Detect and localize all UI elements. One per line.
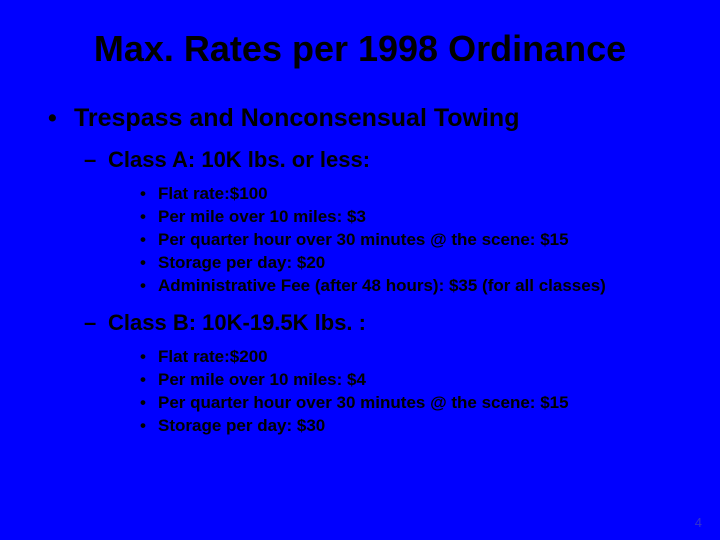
bullet-icon: •	[140, 229, 158, 252]
item-text: Per mile over 10 miles: $4	[158, 369, 366, 392]
item-text: Flat rate:$200	[158, 346, 268, 369]
list-item: • Storage per day: $30	[140, 415, 672, 438]
class-a-label: Class A: 10K lbs. or less:	[108, 147, 370, 173]
item-text: Flat rate:$100	[158, 183, 268, 206]
bullet-icon: •	[140, 369, 158, 392]
section-heading: Trespass and Nonconsensual Towing	[74, 104, 519, 133]
item-text: Per quarter hour over 30 minutes @ the s…	[158, 229, 569, 252]
item-text: Per mile over 10 miles: $3	[158, 206, 366, 229]
bullet-icon: •	[140, 183, 158, 206]
page-number: 4	[695, 515, 702, 530]
bullet-icon: •	[140, 252, 158, 275]
item-text: Administrative Fee (after 48 hours): $35…	[158, 275, 606, 298]
dash-icon: –	[84, 147, 108, 173]
list-item: • Per quarter hour over 30 minutes @ the…	[140, 392, 672, 415]
list-item: • Flat rate:$200	[140, 346, 672, 369]
bullet-icon: •	[140, 275, 158, 298]
class-a-heading-row: – Class A: 10K lbs. or less:	[84, 147, 672, 173]
section-heading-row: • Trespass and Nonconsensual Towing	[48, 104, 672, 133]
dash-icon: –	[84, 310, 108, 336]
slide: Max. Rates per 1998 Ordinance • Trespass…	[0, 0, 720, 540]
bullet-icon: •	[140, 346, 158, 369]
bullet-icon: •	[140, 206, 158, 229]
class-b-items: • Flat rate:$200 • Per mile over 10 mile…	[140, 346, 672, 438]
list-item: • Administrative Fee (after 48 hours): $…	[140, 275, 672, 298]
list-item: • Storage per day: $20	[140, 252, 672, 275]
bullet-icon: •	[48, 104, 74, 133]
class-a-items: • Flat rate:$100 • Per mile over 10 mile…	[140, 183, 672, 298]
list-item: • Flat rate:$100	[140, 183, 672, 206]
slide-title: Max. Rates per 1998 Ordinance	[48, 28, 672, 70]
item-text: Storage per day: $20	[158, 252, 325, 275]
bullet-icon: •	[140, 392, 158, 415]
class-b-heading-row: – Class B: 10K-19.5K lbs. :	[84, 310, 672, 336]
list-item: • Per mile over 10 miles: $4	[140, 369, 672, 392]
list-item: • Per quarter hour over 30 minutes @ the…	[140, 229, 672, 252]
item-text: Storage per day: $30	[158, 415, 325, 438]
item-text: Per quarter hour over 30 minutes @ the s…	[158, 392, 569, 415]
class-b-label: Class B: 10K-19.5K lbs. :	[108, 310, 366, 336]
list-item: • Per mile over 10 miles: $3	[140, 206, 672, 229]
bullet-icon: •	[140, 415, 158, 438]
